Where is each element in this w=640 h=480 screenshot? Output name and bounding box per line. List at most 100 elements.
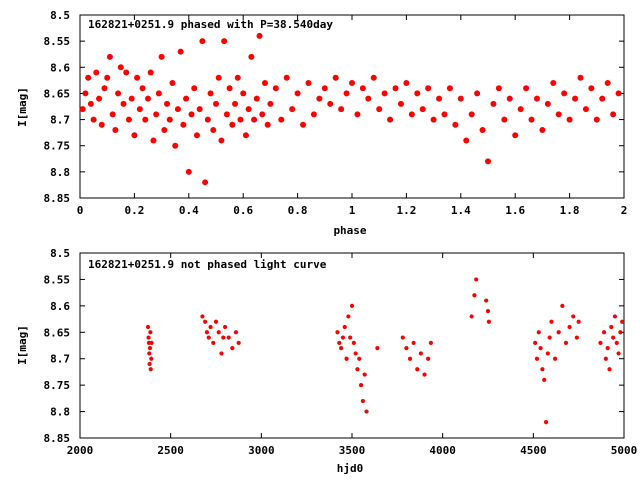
phased-data-point [253,95,260,102]
unphased-data-point [213,319,219,324]
unphased-y-tick-label: 8.75 [44,379,71,392]
unphased-data-point [486,319,492,324]
phased-data-point [349,79,355,86]
phased-x-tick-label: 0.6 [233,204,253,217]
unphased-data-point [612,314,618,319]
phased-data-point [414,90,421,97]
phased-data-point [229,121,236,128]
phased-data-point [512,132,519,139]
phased-data-point [359,85,366,92]
unphased-data-point [536,330,541,335]
unphased-data-point [607,367,612,372]
unphased-data-point [342,324,347,330]
phased-data-point [226,85,233,92]
phased-data-point [463,137,470,144]
phased-data-point [234,74,241,81]
unphased-data-point [598,340,603,345]
phased-data-points [79,32,622,186]
unphased-data-point [611,335,616,340]
phased-data-point [278,116,285,123]
unphased-data-point [533,340,538,345]
unphased-data-point [146,335,151,340]
phased-x-tick-label: 0 [77,204,84,217]
phased-x-tick-label: 1.8 [560,204,580,217]
phased-x-tick-label: 1.6 [505,204,525,217]
phased-data-point [387,116,394,123]
unphased-data-point [147,346,153,351]
unphased-data-point [538,346,543,351]
phased-data-point [188,111,195,118]
unphased-y-axis-label: I[mag] [16,325,29,365]
phased-data-point [539,127,546,134]
phased-data-point [436,95,443,102]
unphased-data-point [219,351,224,356]
phased-data-point [528,116,535,123]
phased-data-point [425,85,432,92]
unphased-data-point [148,330,153,335]
phased-data-point [112,127,119,134]
phased-data-point [120,100,127,107]
phased-data-point [98,121,105,128]
phased-data-point [172,142,179,149]
phased-data-point [381,90,388,97]
phased-data-point [408,111,415,118]
phased-data-point [174,106,181,113]
phased-data-point [131,132,138,139]
phased-x-axis-label: phase [333,224,366,237]
phased-data-point [599,95,606,102]
unphased-data-point [563,340,569,345]
phased-data-point [256,32,263,39]
phased-data-point [85,74,92,81]
phased-data-point [283,74,290,81]
phased-data-point [191,85,198,92]
phased-data-point [501,116,508,123]
unphased-data-point [547,335,552,340]
phased-data-point [177,48,184,55]
unphased-data-point [609,324,614,330]
phased-data-point [365,95,372,102]
unphased-data-point [200,314,205,319]
unphased-data-point [407,356,413,361]
unphased-data-point [404,346,409,351]
unphased-data-point [400,335,405,340]
unphased-data-point [222,324,228,330]
phased-data-point [147,69,154,76]
unphased-y-tick-label: 8.6 [50,300,70,313]
phased-data-point [232,100,239,107]
unphased-data-point [360,398,365,404]
phased-data-point [441,111,448,118]
unphased-x-tick-label: 4500 [520,444,547,457]
unphased-data-point [469,314,474,319]
phased-data-point [490,100,497,107]
phased-data-point [561,90,568,97]
unphased-data-point [415,367,420,372]
unphased-data-point [226,335,231,340]
unphased-data-point [601,330,607,335]
unphased-data-point [576,319,581,324]
phased-data-point [221,38,228,45]
unphased-data-point [603,356,608,361]
phased-data-point [104,74,111,81]
phased-axis-ticks: 0 0.2 0.4 0.6 0.8 1 1.2 1.4 1.6 1.8 2 8.5 8.55 8.6 8.6… [44,9,628,217]
unphased-y-tick-label: 8.55 [44,273,71,286]
phased-data-point [134,74,141,81]
phased-data-point [376,106,383,113]
unphased-data-point [567,324,572,330]
phased-data-point [289,106,296,113]
phased-data-point [215,74,222,81]
phased-data-point [338,106,345,113]
phased-data-point [310,111,317,118]
unphased-data-point [560,303,565,308]
phased-data-point [506,95,513,102]
unphased-axis-ticks: 2000 2500 3000 3500 4000 4500 5000 8.5 8.55 8.6 8.… [44,247,638,457]
unphased-data-point [616,351,621,356]
phased-x-tick-label: 0.4 [179,204,199,217]
phased-data-point [109,111,116,118]
phased-data-point [604,79,611,86]
phased-data-point [495,85,502,92]
phased-data-point [79,106,86,113]
phased-data-point [419,106,426,113]
unphased-data-points [145,277,625,425]
phased-data-point [101,85,108,92]
